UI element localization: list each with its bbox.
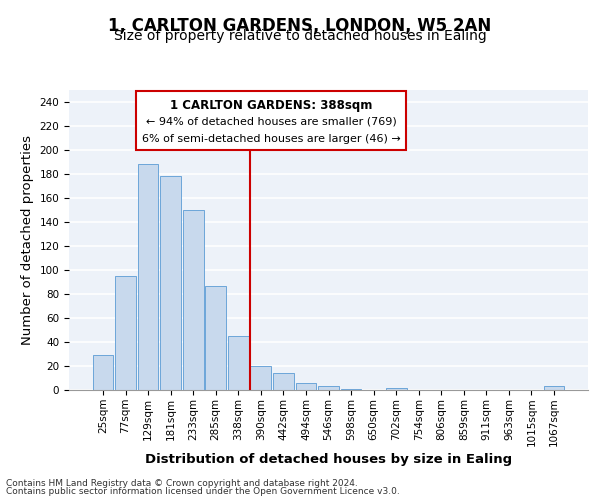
FancyBboxPatch shape (136, 92, 406, 150)
Bar (137, 164, 158, 390)
Bar (544, 386, 565, 390)
Text: Size of property relative to detached houses in Ealing: Size of property relative to detached ho… (113, 29, 487, 43)
X-axis label: Distribution of detached houses by size in Ealing: Distribution of detached houses by size … (145, 453, 512, 466)
Text: 6% of semi-detached houses are larger (46) →: 6% of semi-detached houses are larger (4… (142, 134, 401, 143)
Bar (183, 210, 203, 390)
Bar (318, 386, 339, 390)
Bar (386, 388, 407, 390)
Bar (273, 373, 294, 390)
Text: Contains public sector information licensed under the Open Government Licence v3: Contains public sector information licen… (6, 488, 400, 496)
Bar (341, 389, 361, 390)
Text: Contains HM Land Registry data © Crown copyright and database right 2024.: Contains HM Land Registry data © Crown c… (6, 478, 358, 488)
Bar (115, 276, 136, 390)
Bar (228, 336, 248, 390)
Bar (250, 366, 271, 390)
Bar (296, 383, 316, 390)
Bar (205, 286, 226, 390)
Bar (160, 176, 181, 390)
Text: ← 94% of detached houses are smaller (769): ← 94% of detached houses are smaller (76… (146, 117, 397, 127)
Text: 1, CARLTON GARDENS, LONDON, W5 2AN: 1, CARLTON GARDENS, LONDON, W5 2AN (109, 18, 491, 36)
Bar (92, 355, 113, 390)
Y-axis label: Number of detached properties: Number of detached properties (21, 135, 34, 345)
Text: 1 CARLTON GARDENS: 388sqm: 1 CARLTON GARDENS: 388sqm (170, 99, 373, 112)
